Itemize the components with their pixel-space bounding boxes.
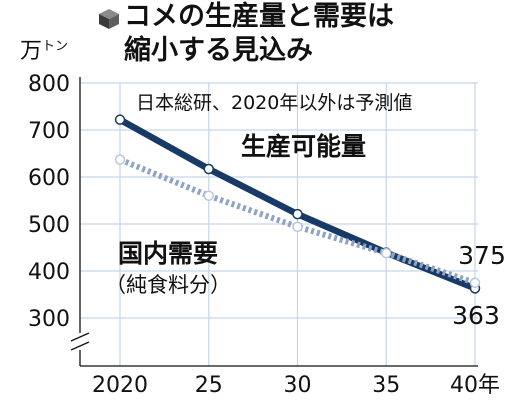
y-tick-label: 800 xyxy=(28,72,70,97)
data-point-demand xyxy=(381,247,392,259)
data-point-demand xyxy=(292,221,303,233)
y-tick-label: 500 xyxy=(28,213,70,238)
x-tick-label: 25 xyxy=(195,373,223,398)
data-point-production xyxy=(203,163,214,175)
axis-break-mark xyxy=(70,332,90,342)
data-point-demand xyxy=(469,277,481,288)
x-tick-label: 2020 xyxy=(92,373,148,398)
chart-title-line-1: コメの生産量と需要は xyxy=(124,1,394,32)
x-tick-label: 40年 xyxy=(450,373,500,398)
series-label-production: 生産可能量 xyxy=(241,132,366,161)
axis-break-mark xyxy=(70,341,90,351)
y-tick-label: 300 xyxy=(28,307,70,332)
end-label-demand: 375 xyxy=(458,241,506,270)
data-point-production xyxy=(114,114,126,125)
series-line-demand xyxy=(118,156,476,286)
data-point-demand xyxy=(203,190,214,202)
series-label-demand: 国内需要 xyxy=(118,239,218,268)
data-point-demand xyxy=(114,154,126,165)
y-unit-label: 万トン xyxy=(20,39,68,64)
x-tick-label: 30 xyxy=(284,373,312,398)
x-tick-label: 35 xyxy=(372,373,400,398)
y-tick-label: 600 xyxy=(28,166,70,191)
y-tick-label: 400 xyxy=(28,260,70,285)
y-tick-label: 700 xyxy=(28,119,70,144)
cube-icon xyxy=(99,9,119,29)
chart-title-line-2: 縮小する見込み xyxy=(124,35,313,66)
series-label-demand-sub: （純食料分） xyxy=(105,273,231,297)
source-note: 日本総研、2020年以外は予測値 xyxy=(136,92,412,114)
data-point-production xyxy=(292,208,303,220)
end-label-production: 363 xyxy=(452,301,500,330)
